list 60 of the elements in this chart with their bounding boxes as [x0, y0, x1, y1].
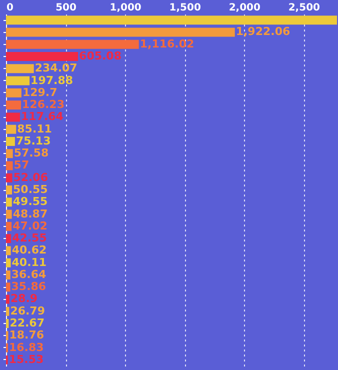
bar — [6, 28, 235, 37]
data-label: 48.87 — [12, 207, 48, 220]
bar — [6, 294, 10, 304]
bar — [6, 319, 9, 328]
x-tick-label: 1,500 — [169, 2, 201, 14]
bar — [6, 124, 16, 134]
bar — [6, 161, 13, 170]
bar — [6, 52, 78, 61]
data-label: 52.06 — [13, 170, 48, 184]
data-label: 22.67 — [10, 316, 44, 330]
data-label: 36.64 — [11, 268, 47, 281]
data-label: 234.07 — [34, 62, 78, 75]
bar — [6, 173, 12, 182]
data-label: 28.9 — [10, 292, 38, 306]
data-label: 129.7 — [22, 86, 58, 99]
bar — [6, 64, 34, 74]
x-tick-label: 0 — [6, 2, 14, 14]
bar — [6, 88, 22, 98]
data-label: 42.55 — [12, 232, 47, 245]
data-label: 1,922.06 — [236, 25, 290, 38]
data-label: 40.11 — [12, 256, 47, 269]
bar — [6, 222, 12, 231]
bar — [6, 40, 139, 49]
bar — [6, 76, 30, 86]
data-label: 26.79 — [10, 304, 45, 318]
bar — [6, 186, 12, 194]
data-label: 605.08 — [79, 49, 122, 62]
x-tick-label: 500 — [56, 2, 77, 14]
data-label: 16.83 — [9, 340, 44, 354]
data-label: 197.88 — [30, 74, 74, 87]
data-label: 50.55 — [13, 183, 48, 196]
data-label: 57.58 — [14, 146, 49, 160]
data-label: 47.02 — [12, 219, 48, 232]
bar — [6, 258, 11, 268]
bar — [6, 16, 337, 25]
bar — [6, 112, 20, 122]
data-label: 35.86 — [11, 280, 46, 294]
data-label: 49.55 — [12, 195, 48, 208]
bar — [6, 149, 13, 158]
data-label: 75.13 — [16, 134, 51, 148]
data-label: 18.76 — [9, 328, 44, 342]
data-label: 57 — [14, 158, 30, 172]
bar — [6, 246, 11, 256]
x-tick-label: 2,500 — [288, 2, 320, 14]
data-label: 117.64 — [21, 110, 64, 124]
bar — [6, 270, 10, 280]
data-label: 126.23 — [22, 98, 64, 112]
bar — [6, 306, 10, 316]
bar — [6, 282, 10, 292]
bar — [6, 198, 12, 207]
bar — [6, 210, 12, 219]
data-label: 1,116.02 — [140, 37, 194, 50]
x-tick-label: 2,000 — [228, 2, 260, 14]
data-label: 15.53 — [8, 352, 44, 366]
x-tick-label: 1,000 — [110, 2, 142, 14]
bar — [6, 100, 22, 110]
data-label: 40.62 — [12, 244, 47, 257]
bar — [6, 234, 12, 244]
data-label: 85.11 — [17, 122, 52, 136]
bar — [6, 136, 15, 146]
